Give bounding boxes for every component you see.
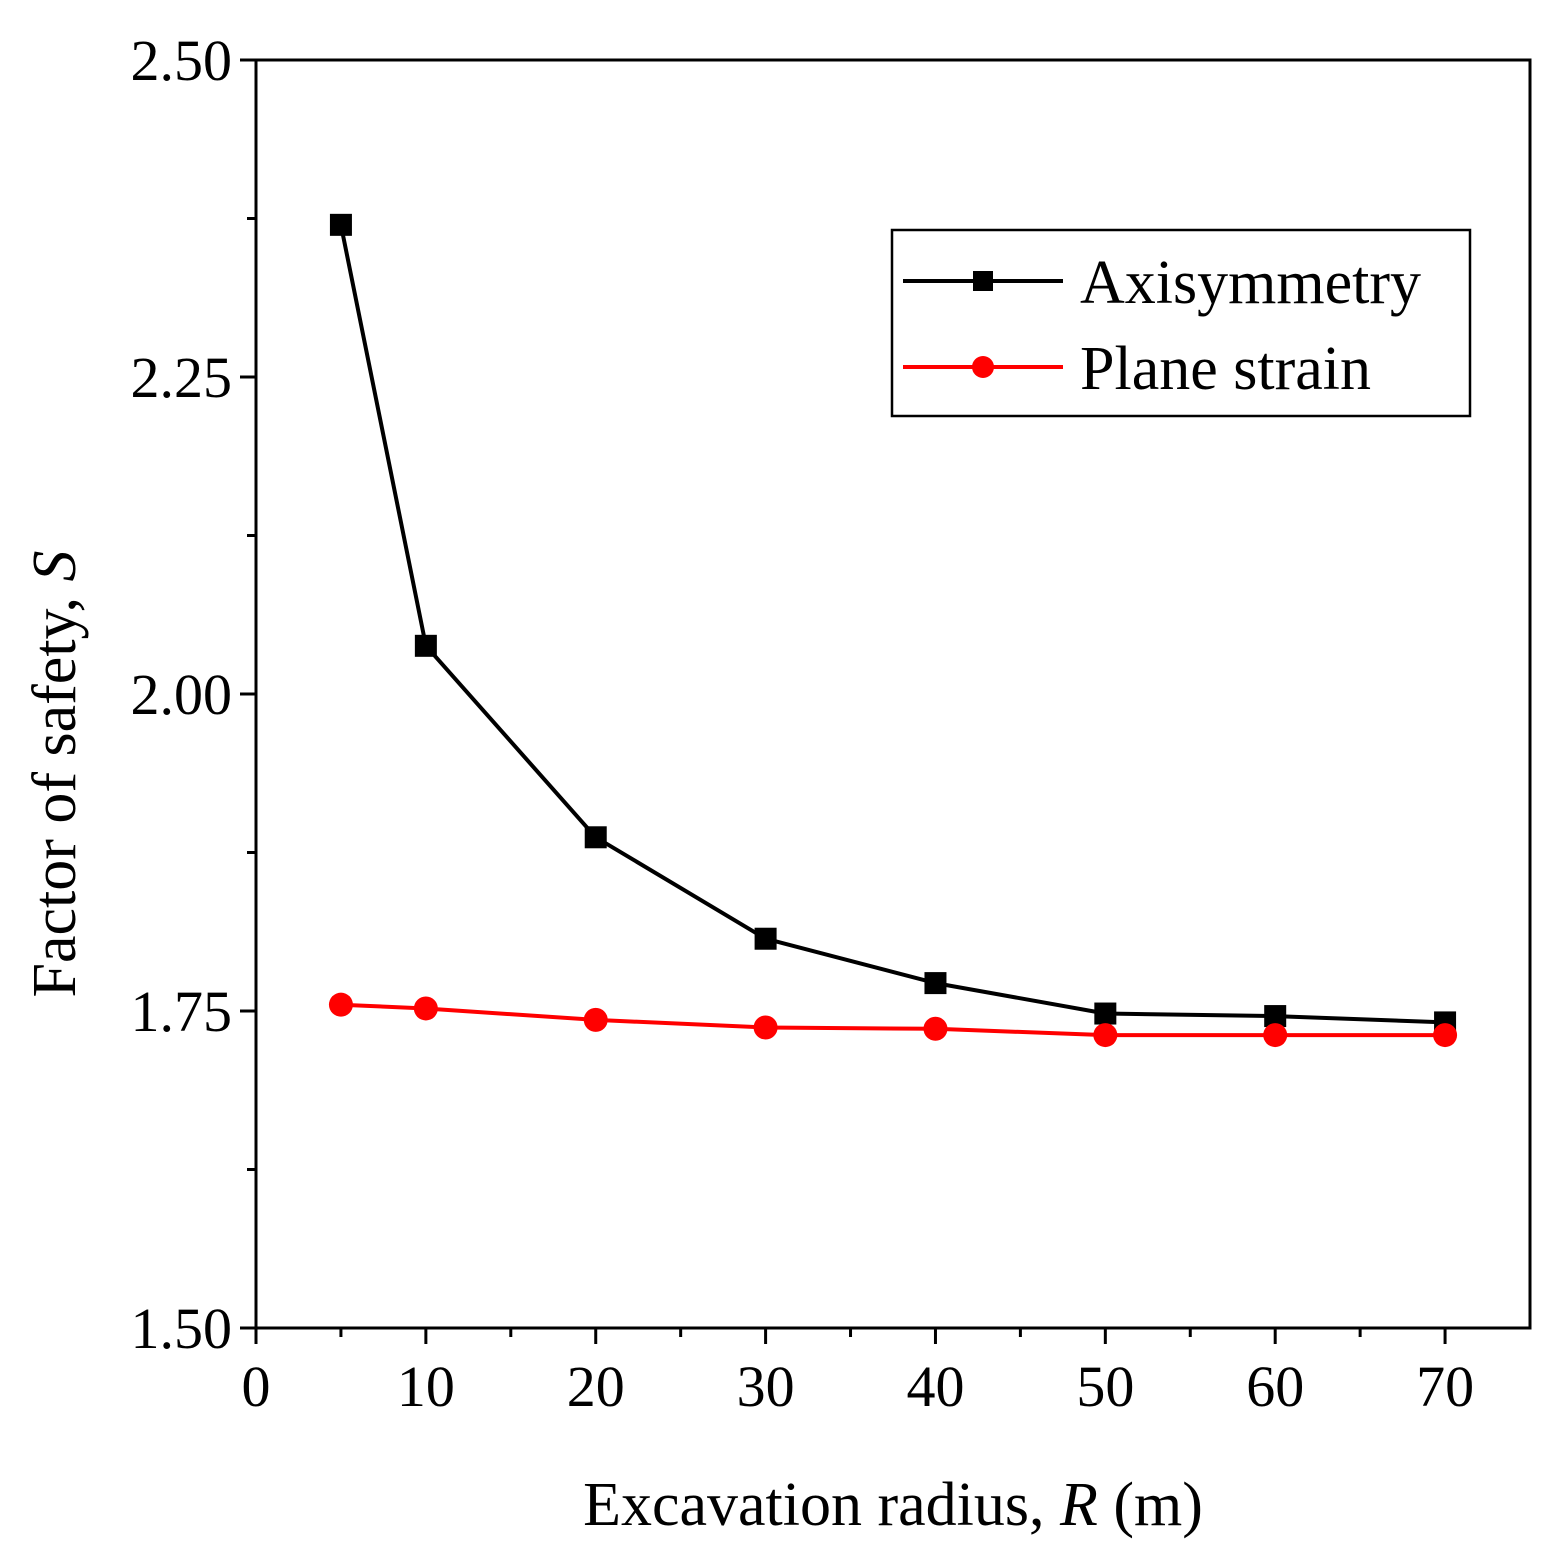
series-line-plane-strain bbox=[340, 1002, 1446, 1038]
x-tick-label: 60 bbox=[1246, 1354, 1304, 1419]
data-point-circle bbox=[1433, 1023, 1458, 1048]
data-point-square bbox=[584, 826, 607, 849]
y-tick-label: 2.50 bbox=[131, 28, 233, 93]
y-tick-label: 2.25 bbox=[131, 345, 233, 410]
legend: Axisymmetry Plane strain bbox=[890, 228, 1472, 418]
y-tick-label: 2.00 bbox=[131, 662, 233, 727]
legend-marker-circle bbox=[972, 356, 994, 378]
x-tick-label: 0 bbox=[242, 1354, 271, 1419]
data-point-square bbox=[1264, 1005, 1287, 1028]
x-tick-label: 40 bbox=[906, 1354, 964, 1419]
y-axis-title: Factor of safety, S bbox=[21, 550, 89, 997]
data-point-square bbox=[414, 634, 437, 657]
legend-marker-square bbox=[973, 271, 993, 291]
data-point-square bbox=[754, 927, 777, 950]
data-point-circle bbox=[1263, 1023, 1288, 1048]
legend-box bbox=[890, 228, 1472, 418]
data-point-square bbox=[924, 972, 947, 995]
y-tick-label: 1.50 bbox=[131, 1296, 233, 1361]
data-point-circle bbox=[413, 996, 438, 1021]
x-tick-label: 10 bbox=[397, 1354, 455, 1419]
x-tick-label: 30 bbox=[737, 1354, 795, 1419]
data-point-circle bbox=[328, 992, 353, 1017]
data-point-circle bbox=[923, 1016, 948, 1041]
legend-entry-plane-strain: Plane strain bbox=[903, 335, 1371, 403]
x-axis-title: Excavation radius, R (m) bbox=[583, 1471, 1203, 1539]
axis-ticks bbox=[240, 58, 1447, 1344]
data-point-square bbox=[329, 213, 352, 236]
data-point-circle bbox=[1093, 1023, 1118, 1048]
x-tick-label: 50 bbox=[1076, 1354, 1134, 1419]
axis-tick-labels: 0 10 20 30 40 50 60 70 1.50 1.75 2.00 2.25 2.50 bbox=[131, 28, 1475, 1419]
series-line-axisymmetry bbox=[338, 224, 1446, 1025]
x-tick-label: 70 bbox=[1416, 1354, 1474, 1419]
data-point-circle bbox=[753, 1015, 778, 1040]
y-tick-label: 1.75 bbox=[131, 979, 233, 1044]
x-tick-label: 20 bbox=[567, 1354, 625, 1419]
series-group bbox=[328, 213, 1458, 1048]
legend-label-axisymmetry: Axisymmetry bbox=[1080, 249, 1421, 317]
series-plane-strain bbox=[328, 992, 1458, 1048]
legend-entry-axisymmetry: Axisymmetry bbox=[903, 249, 1421, 317]
series-axisymmetry bbox=[329, 213, 1457, 1034]
data-point-square bbox=[1094, 1002, 1117, 1025]
legend-label-plane-strain: Plane strain bbox=[1080, 335, 1371, 403]
data-point-circle bbox=[583, 1007, 608, 1032]
